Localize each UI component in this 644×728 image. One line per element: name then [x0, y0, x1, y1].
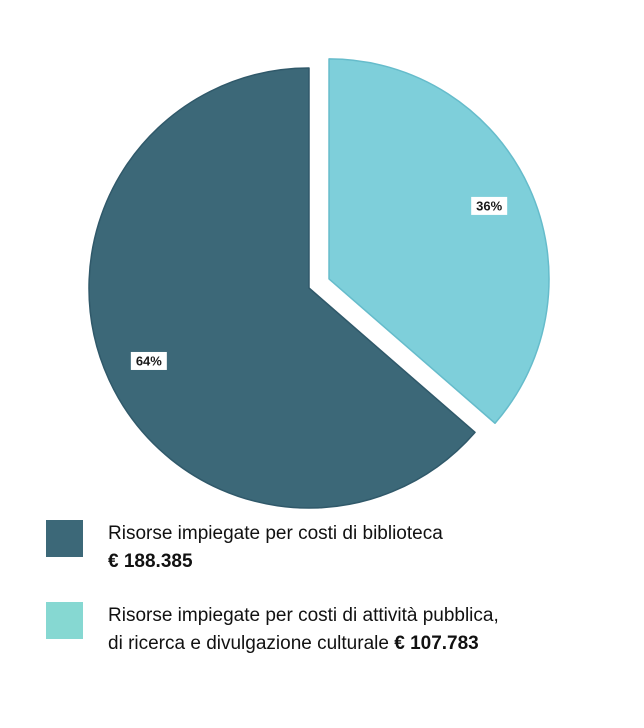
- pie-label-attivita: 36%: [471, 196, 508, 215]
- legend-amount-attivita: € 107.783: [394, 633, 479, 654]
- pie-chart: 64% 36%: [88, 58, 550, 509]
- legend-item-attivita: Risorse impiegate per costi di attività …: [46, 602, 626, 658]
- pie-label-box-attivita: [471, 196, 508, 215]
- legend-label-attivita-line2: di ricerca e divulgazione culturale € 10…: [108, 633, 479, 654]
- pie-slice-biblioteca: [88, 67, 476, 509]
- legend-swatch-biblioteca: [46, 520, 83, 557]
- pie-label-text-biblioteca: 64%: [136, 353, 162, 368]
- legend-amount-biblioteca: € 188.385: [108, 551, 193, 572]
- legend-item-biblioteca: Risorse impiegate per costi di bibliotec…: [46, 520, 626, 576]
- legend-label-attivita-line1: Risorse impiegate per costi di attività …: [108, 605, 499, 626]
- pie-label-biblioteca: 64%: [130, 351, 167, 370]
- legend-label-biblioteca: Risorse impiegate per costi di bibliotec…: [108, 523, 443, 544]
- pie-label-text-attivita: 36%: [476, 198, 502, 213]
- pie-label-box-biblioteca: [130, 351, 167, 370]
- pie-slice-attivita: [328, 58, 550, 424]
- legend-swatch-attivita: [46, 602, 83, 639]
- legend: Risorse impiegate per costi di bibliotec…: [46, 520, 626, 658]
